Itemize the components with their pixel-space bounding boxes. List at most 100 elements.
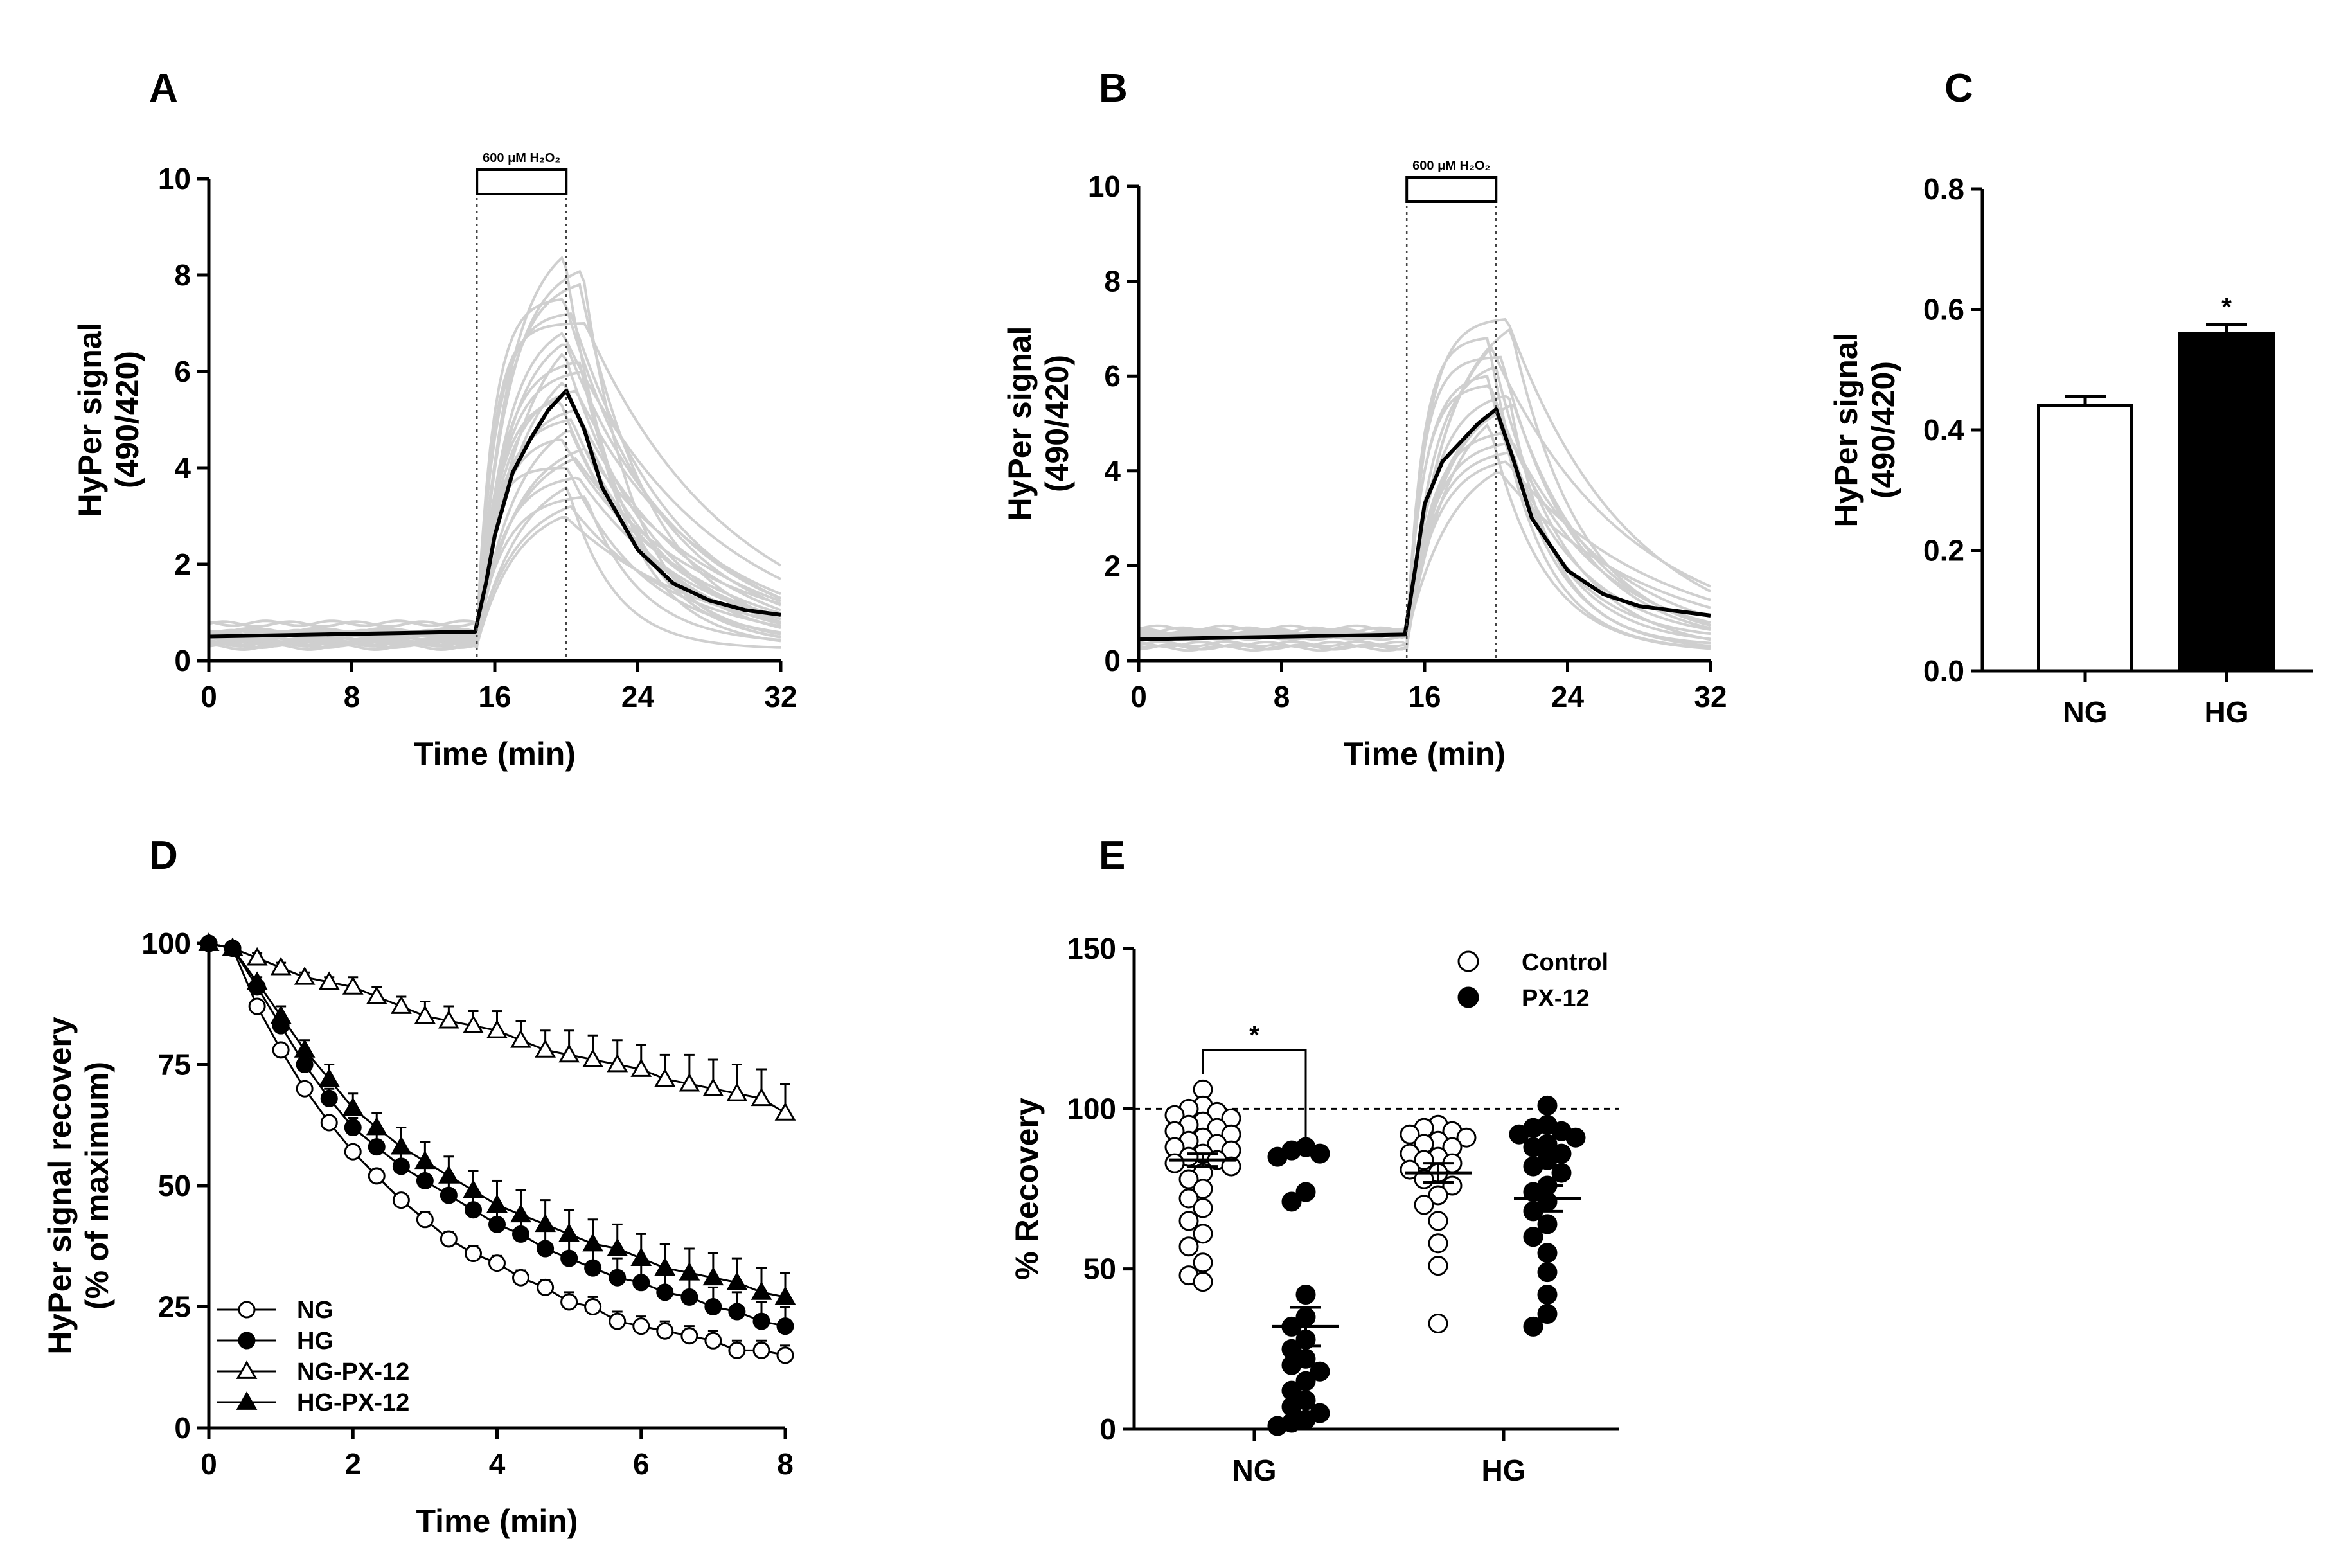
legend-label: HG-PX-12	[297, 1389, 409, 1416]
data-point	[1267, 1146, 1288, 1167]
x-category-label: HG	[1482, 1454, 1526, 1487]
data-point	[1537, 1243, 1558, 1263]
data-point	[1281, 1355, 1302, 1375]
y-axis-title: (490/420)	[1039, 355, 1075, 492]
y-tick-label: 150	[1067, 932, 1116, 965]
y-tick-label: 0	[1099, 1412, 1116, 1446]
data-point	[535, 1039, 556, 1058]
legend-marker	[238, 1301, 256, 1319]
y-tick-label: 0	[174, 644, 191, 677]
y-tick-label: 0.8	[1923, 172, 1964, 206]
data-point	[1295, 1182, 1316, 1202]
data-point	[414, 1005, 436, 1024]
y-tick-label: 6	[1104, 359, 1121, 393]
x-tick-label: 8	[344, 680, 360, 713]
data-point	[392, 1157, 410, 1175]
x-axis-title: Time (min)	[416, 1503, 578, 1539]
x-tick-label: 24	[621, 680, 655, 713]
y-tick-label: 2	[174, 548, 191, 581]
data-point	[752, 1341, 770, 1359]
data-point	[728, 1341, 746, 1359]
x-tick-label: 0	[200, 680, 217, 713]
x-tick-label: 2	[344, 1447, 361, 1481]
data-point	[558, 1044, 580, 1063]
data-point	[1193, 1224, 1213, 1244]
data-point	[632, 1317, 650, 1335]
data-point	[728, 1303, 746, 1321]
panel-letter: C	[1944, 66, 1973, 111]
panel-letter: D	[149, 833, 178, 878]
data-point	[270, 1005, 292, 1024]
data-point	[1456, 1127, 1477, 1148]
data-point	[1537, 1262, 1558, 1283]
data-point	[680, 1288, 698, 1306]
data-point	[510, 1029, 531, 1048]
data-point	[654, 1257, 676, 1276]
data-point	[344, 1143, 362, 1161]
data-point	[1310, 1361, 1330, 1382]
data-point	[463, 1179, 484, 1198]
y-tick-label: 6	[174, 355, 191, 388]
data-point	[1310, 1143, 1330, 1164]
individual-cell-trace	[208, 516, 781, 649]
data-point	[702, 1267, 724, 1286]
data-point	[1442, 1175, 1463, 1196]
x-tick-label: 32	[764, 680, 797, 713]
stimulus-label: 600 μM H₂O₂	[483, 151, 560, 165]
data-point	[656, 1322, 674, 1340]
y-tick-label: 2	[1104, 549, 1121, 582]
data-point	[486, 1019, 508, 1038]
data-point	[632, 1274, 650, 1292]
data-point	[246, 947, 268, 966]
legend-marker	[1457, 986, 1479, 1008]
data-point	[1400, 1124, 1420, 1145]
data-point	[1193, 1179, 1213, 1199]
data-point	[342, 976, 364, 995]
data-point	[1523, 1137, 1543, 1157]
data-point	[774, 1286, 796, 1305]
data-point	[1523, 1227, 1543, 1247]
y-tick-label: 50	[1083, 1252, 1116, 1286]
data-point	[1428, 1211, 1448, 1231]
data-point	[609, 1312, 627, 1330]
series-line	[208, 942, 786, 1298]
significance-star: *	[2221, 293, 2232, 321]
data-point	[1267, 1416, 1288, 1436]
data-point	[368, 1138, 386, 1156]
x-axis-title: Time (min)	[1344, 736, 1506, 772]
data-point	[1537, 1095, 1558, 1116]
stimulus-bar	[1405, 176, 1498, 203]
data-point	[294, 1039, 316, 1058]
data-point	[512, 1269, 530, 1287]
data-point	[607, 1053, 628, 1073]
data-point	[560, 1293, 578, 1311]
legend-marker	[236, 1360, 258, 1379]
data-point	[222, 937, 244, 956]
y-tick-label: 0.4	[1923, 413, 1964, 447]
x-tick-label: 8	[1274, 680, 1290, 713]
data-point	[414, 1150, 436, 1170]
data-point	[1523, 1156, 1543, 1177]
data-point	[630, 1058, 652, 1077]
data-point	[752, 1312, 770, 1330]
significance-star: *	[1249, 1021, 1259, 1049]
data-point	[584, 1259, 602, 1277]
legend-label: PX-12	[1522, 985, 1590, 1012]
y-tick-label: 8	[1104, 265, 1121, 298]
data-point	[1428, 1313, 1448, 1333]
data-point	[320, 1089, 338, 1107]
y-tick-label: 100	[141, 927, 191, 960]
y-axis-title: % Recovery	[1009, 1098, 1045, 1280]
data-point	[1178, 1169, 1199, 1189]
data-point	[1428, 1185, 1448, 1206]
bar-ng	[2037, 404, 2133, 673]
legend-marker	[238, 1332, 256, 1350]
data-point	[512, 1225, 530, 1243]
data-point	[1178, 1211, 1199, 1231]
data-point	[560, 1249, 578, 1267]
data-point	[1565, 1127, 1586, 1148]
data-point	[296, 1080, 314, 1098]
data-point	[1295, 1371, 1316, 1391]
data-point	[272, 1041, 290, 1059]
